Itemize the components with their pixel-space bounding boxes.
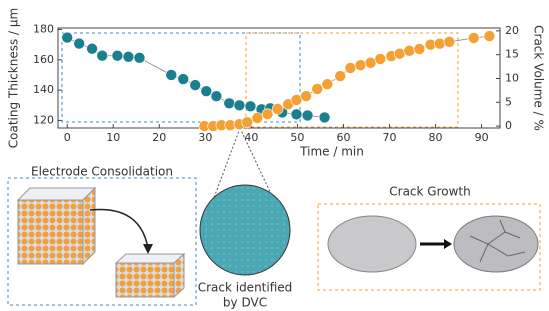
x-tick-label: 90 [475, 131, 489, 144]
x-tick-label: 60 [336, 131, 350, 144]
data-point [394, 48, 405, 59]
data-point [319, 112, 330, 123]
cube [116, 263, 174, 297]
data-point [365, 57, 376, 68]
disc [328, 216, 416, 272]
data-point [434, 38, 445, 49]
data-point [87, 43, 98, 54]
data-point [302, 110, 313, 121]
data-point [322, 79, 333, 90]
data-point [245, 101, 256, 112]
y-tick-label: 180 [33, 23, 54, 36]
data-point [414, 43, 425, 54]
y2-tick-label: 20 [505, 24, 519, 37]
data-point [335, 71, 346, 82]
data-point [134, 52, 145, 63]
data-point [262, 109, 273, 120]
arrow-head [444, 239, 452, 249]
cube [83, 188, 95, 264]
cube [18, 188, 95, 200]
data-point [242, 117, 253, 128]
data-point [234, 100, 245, 111]
data-point [291, 94, 302, 105]
cube [116, 254, 184, 263]
disc [454, 216, 538, 272]
arrow [90, 209, 148, 248]
data-point [211, 91, 222, 102]
arrow-head [143, 244, 153, 254]
data-point [97, 50, 108, 61]
y2-tick-label: 10 [505, 71, 519, 84]
data-point [355, 60, 366, 71]
x-tick-label: 50 [290, 131, 304, 144]
data-point [484, 31, 495, 42]
data-point [190, 80, 201, 91]
x-axis-label: Time / min [299, 145, 364, 159]
dvc-image [200, 185, 290, 275]
annotation: by DVC [223, 296, 267, 310]
data-point [123, 51, 134, 62]
y2-tick-label: 15 [505, 48, 519, 61]
data-point [312, 83, 323, 94]
data-point [166, 69, 177, 80]
annotation: Crack Growth [389, 185, 470, 199]
figure: Electrode Consolidation Crack identified… [0, 0, 549, 311]
data-point [404, 45, 415, 56]
data-point [74, 38, 85, 49]
x-tick-label: 70 [383, 131, 397, 144]
data-point [224, 98, 235, 109]
x-tick-label: 0 [64, 131, 71, 144]
y2-tick-label: 5 [505, 95, 512, 108]
data-point [291, 109, 302, 120]
x-tick-label: 30 [198, 131, 212, 144]
annotation: Crack identified [198, 281, 293, 295]
data-point [468, 33, 479, 44]
data-point [375, 53, 386, 64]
x-tick-label: 10 [106, 131, 120, 144]
series-line [204, 36, 489, 126]
y-tick-label: 140 [33, 83, 54, 96]
x-tick-label: 20 [152, 131, 166, 144]
data-point [62, 32, 73, 43]
cube [18, 200, 83, 264]
data-point [272, 103, 283, 114]
data-point [201, 86, 212, 97]
data-point [301, 91, 312, 102]
data-point [444, 36, 455, 47]
data-point [345, 63, 356, 74]
data-point [178, 74, 189, 85]
x-tick-label: 80 [429, 131, 443, 144]
y2-axis-label: Crack Volume / % [532, 25, 546, 131]
y2-tick-label: 0 [505, 119, 512, 132]
annotation: Electrode Consolidation [31, 165, 173, 179]
y-tick-label: 120 [33, 113, 54, 126]
data-point [112, 50, 123, 61]
x-tick-label: 40 [244, 131, 258, 144]
y-tick-label: 160 [33, 53, 54, 66]
data-point [252, 113, 263, 124]
y-axis-label: Coating Thickness / µm [7, 8, 21, 148]
